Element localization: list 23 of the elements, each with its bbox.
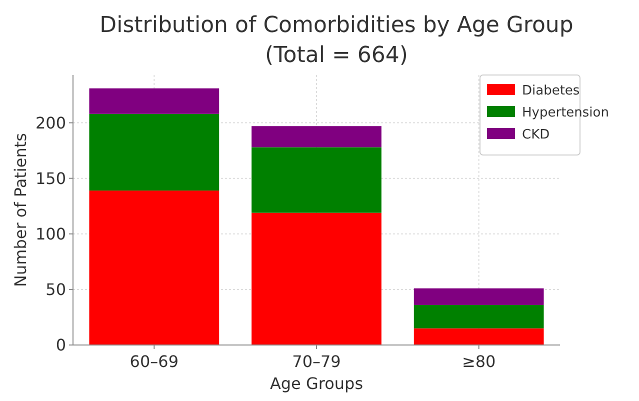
x-tick-label: ≥80 bbox=[462, 352, 496, 371]
bar bbox=[414, 305, 544, 328]
x-tick-label: 60–69 bbox=[130, 352, 179, 371]
bar bbox=[414, 288, 544, 305]
legend-label: CKD bbox=[522, 128, 550, 143]
x-tick-label: 70–79 bbox=[292, 352, 341, 371]
y-tick-label: 0 bbox=[56, 336, 66, 355]
bar bbox=[89, 114, 220, 191]
y-tick-label: 100 bbox=[35, 224, 66, 244]
bar bbox=[252, 126, 382, 148]
chart-title: Distribution of Comorbidities by Age Group (Total = 664) bbox=[100, 13, 574, 68]
y-tick-label: 50 bbox=[46, 280, 66, 300]
legend-label: Diabetes bbox=[522, 84, 580, 99]
bar bbox=[252, 212, 382, 345]
y-tick-label: 200 bbox=[35, 113, 66, 132]
bar bbox=[252, 147, 382, 213]
bar bbox=[89, 88, 220, 114]
bar bbox=[89, 190, 220, 345]
legend-label: Hypertension bbox=[522, 106, 609, 121]
y-tick-label: 150 bbox=[35, 168, 66, 188]
y-axis-title: Number of Patients bbox=[11, 133, 30, 287]
x-axis-title: Age Groups bbox=[270, 374, 364, 393]
bar bbox=[414, 328, 544, 345]
